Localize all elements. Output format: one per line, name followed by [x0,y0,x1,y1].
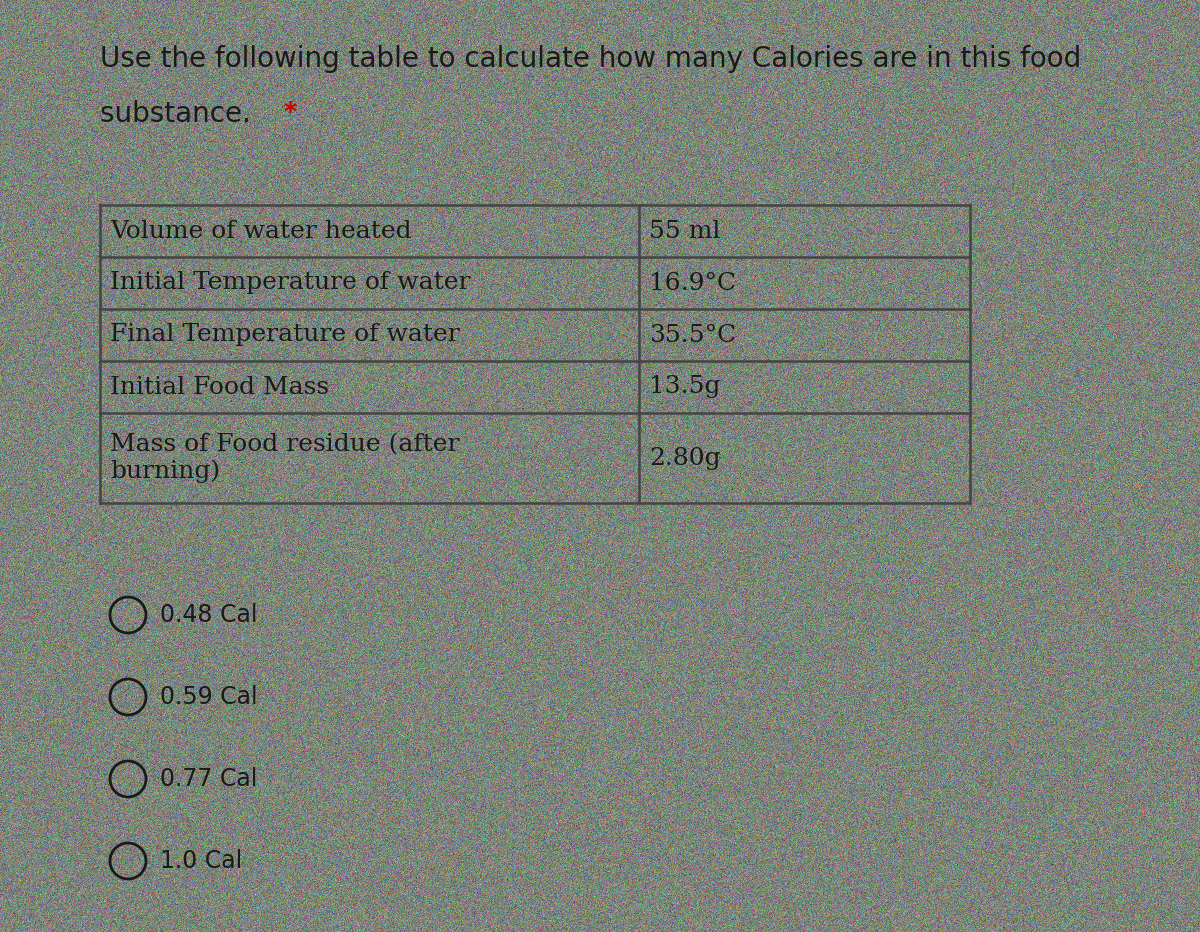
Text: 55 ml: 55 ml [649,220,721,242]
Text: 1.0 Cal: 1.0 Cal [160,849,242,873]
Text: 0.77 Cal: 0.77 Cal [160,767,257,791]
Text: Final Temperature of water: Final Temperature of water [110,323,460,347]
Bar [100,205,970,503]
Text: Initial Temperature of water: Initial Temperature of water [110,271,470,295]
Text: 35.5°C: 35.5°C [649,323,737,347]
Text: Mass of Food residue (after
burning): Mass of Food residue (after burning) [110,432,460,483]
Text: 0.48 Cal: 0.48 Cal [160,603,258,627]
Text: 0.59 Cal: 0.59 Cal [160,685,258,709]
Text: Volume of water heated: Volume of water heated [110,220,412,242]
Text: substance.: substance. [100,100,259,128]
Text: *: * [283,100,296,124]
Text: 2.80g: 2.80g [649,446,721,470]
Text: 13.5g: 13.5g [649,376,721,399]
Text: 16.9°C: 16.9°C [649,271,737,295]
Text: Initial Food Mass: Initial Food Mass [110,376,329,399]
Text: Use the following table to calculate how many Calories are in this food: Use the following table to calculate how… [100,45,1081,73]
